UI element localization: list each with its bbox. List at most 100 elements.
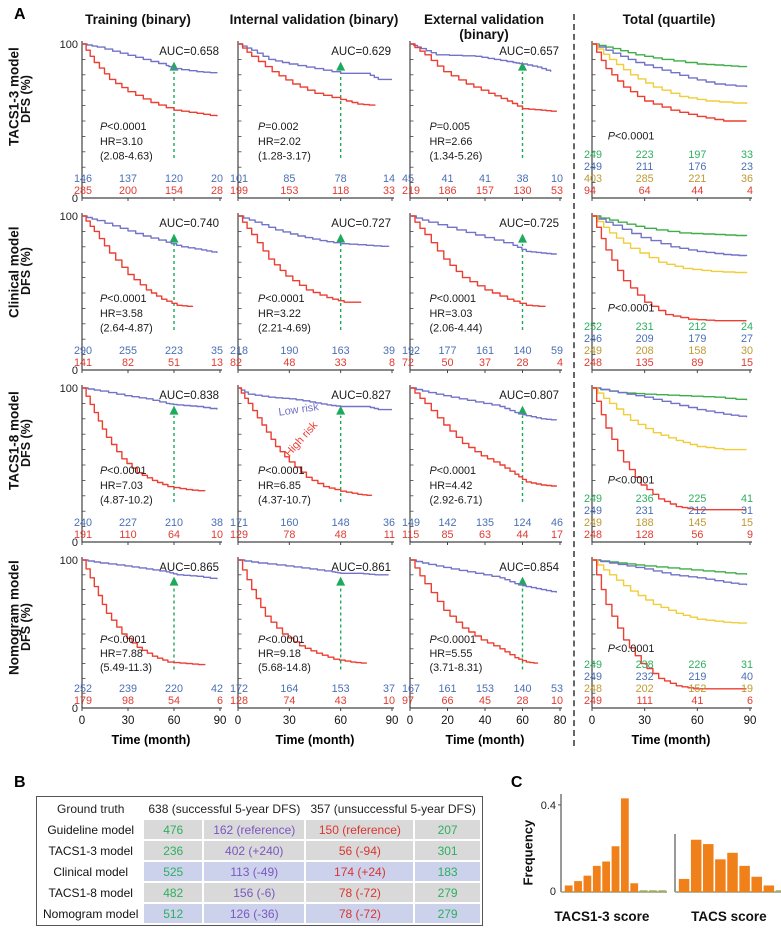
at-risk-number: 66 [441, 695, 453, 707]
km-r2-c0: 100 0 AUC=0.838 P<0.0001 HR=7.03 (4.87-10.2) 2… [48, 378, 228, 550]
x-tick-label: 60 [516, 715, 529, 727]
y-tick-100: 100 [60, 383, 78, 395]
km-r0-c3: P<0.0001 249 223 197 33 249 211 176 23 403 285 221 3… [580, 34, 758, 206]
at-risk-number: 6 [747, 695, 753, 707]
auc-label: AUC=0.658 [159, 46, 219, 58]
table-row-label: TACS1-8 model [48, 885, 133, 900]
km-curve-red [592, 559, 747, 690]
table-value-cell: 113 (-49) [204, 862, 305, 881]
x-axis-title: Time (month) [446, 733, 525, 747]
stats-line: HR=3.58 [100, 308, 143, 320]
table-row-label: Clinical model [53, 864, 129, 879]
table-header-cell: 638 (successful 5-year DFS) [148, 801, 301, 816]
at-risk-number: 36 [383, 517, 395, 529]
x-tick-label: 30 [283, 715, 296, 727]
at-risk-number: 64 [168, 529, 180, 541]
auc-arrow-head-icon [169, 233, 179, 243]
at-risk-number: 211 [636, 161, 653, 173]
stats-line: (1.28-3.17) [258, 151, 311, 163]
hist-xlabel-1: TACS score [691, 909, 767, 924]
km-curve-red [410, 43, 557, 112]
km-plot: AUC=0.629 P=0.002 HR=2.02 (1.28-3.17) 101 85 7… [230, 41, 395, 201]
km-plot: AUC=0.725 P<0.0001 HR=3.03 (2.06-4.44) 192 17… [402, 213, 563, 373]
at-risk-number: 24 [741, 321, 753, 333]
km-curve-blue [82, 387, 218, 410]
km-curve-blue [592, 559, 748, 586]
table-value-cell: 162 (reference) [204, 820, 305, 839]
x-axis-title: Time (month) [112, 733, 191, 747]
at-risk-number: 149 [402, 517, 420, 529]
at-risk-number: 249 [584, 345, 602, 357]
at-risk-number: 15 [741, 517, 753, 529]
at-risk-number: 39 [383, 345, 395, 357]
table-row-label: TACS1-3 model [48, 843, 133, 858]
at-risk-number: 285 [74, 185, 92, 197]
x-tick-label: 30 [122, 715, 135, 727]
stats-line: HR=2.02 [258, 136, 301, 148]
at-risk-number: 240 [74, 517, 92, 529]
at-risk-number: 249 [584, 671, 602, 683]
at-risk-number: 129 [230, 529, 248, 541]
at-risk-number: 163 [332, 345, 350, 357]
at-risk-number: 249 [584, 517, 602, 529]
hist-svg-1 [669, 788, 781, 907]
hist-bar [620, 798, 629, 892]
stats-line: HR=6.85 [258, 480, 301, 492]
km-curve-blue [238, 387, 392, 411]
stats-line: P<0.0001 [100, 465, 147, 477]
x-tick-label: 60 [168, 715, 181, 727]
at-risk-number: 157 [476, 185, 494, 197]
panel-c-label: C [510, 774, 523, 791]
hist-bar [639, 890, 648, 892]
hist-bar [592, 865, 601, 892]
at-risk-number: 220 [165, 683, 183, 695]
y-tick-100: 100 [60, 39, 78, 51]
at-risk-number: 142 [438, 517, 456, 529]
at-risk-number: 78 [335, 173, 347, 185]
auc-label: AUC=0.725 [499, 218, 559, 230]
table-row: TACS1-3 model 236 402 (+240) 56 (-94) 301 [39, 841, 480, 860]
at-risk-number: 160 [280, 517, 298, 529]
table-value-cell: 78 (-72) [306, 904, 414, 923]
at-risk-number: 89 [691, 357, 703, 369]
km-plot: 100 0 AUC=0.838 P<0.0001 HR=7.03 (4.87-10.2) 2… [60, 383, 223, 549]
x-tick-label: 0 [407, 715, 413, 727]
at-risk-number: 176 [688, 161, 706, 173]
at-risk-number: 249 [584, 149, 602, 161]
km-plot: P<0.0001 249 236 225 41 249 231 212 31 249 188 145 1… [584, 385, 753, 545]
at-risk-number: 10 [551, 695, 563, 707]
at-risk-number: 98 [122, 695, 134, 707]
km-curve-blue [592, 215, 748, 257]
at-risk-number: 135 [636, 357, 654, 369]
risk-annotation: High risk [283, 419, 321, 459]
at-risk-number: 38 [211, 517, 223, 529]
at-risk-number: 161 [438, 683, 456, 695]
hist-bar [751, 876, 762, 892]
hist-bar [583, 875, 592, 892]
y-axis-label: DFS (%) [19, 602, 33, 651]
at-risk-number: 28 [516, 357, 528, 369]
at-risk-number: 42 [211, 683, 223, 695]
at-risk-number: 199 [230, 185, 248, 197]
km-curve-red [82, 43, 218, 117]
at-risk-number: 72 [402, 357, 414, 369]
at-risk-number: 252 [74, 683, 92, 695]
km-plot: P<0.0001 249 223 197 33 249 211 176 23 403 285 221 3… [584, 41, 753, 201]
stats-line: P=0.005 [430, 121, 471, 133]
at-risk-number: 28 [516, 695, 528, 707]
km-plot: AUC=0.827 P<0.0001 HR=6.85 (4.37-10.7) Low r… [230, 385, 395, 545]
table-row-label: Guideline model [47, 822, 135, 837]
at-risk-number: 223 [165, 345, 183, 357]
km-curve-red [592, 43, 747, 122]
at-risk-number: 41 [441, 173, 453, 185]
panel-b-label: B [14, 774, 26, 791]
hist-bar [775, 890, 781, 892]
table-value-cell: 512 [144, 904, 203, 923]
stats-line: P<0.0001 [100, 293, 147, 305]
auc-label: AUC=0.629 [331, 46, 391, 58]
at-risk-number: 41 [479, 173, 491, 185]
at-risk-number: 30 [741, 345, 753, 357]
stats-line: P=0.002 [258, 121, 299, 133]
hist-bar [727, 852, 738, 892]
hist-y-tick: 0.4 [541, 800, 556, 812]
